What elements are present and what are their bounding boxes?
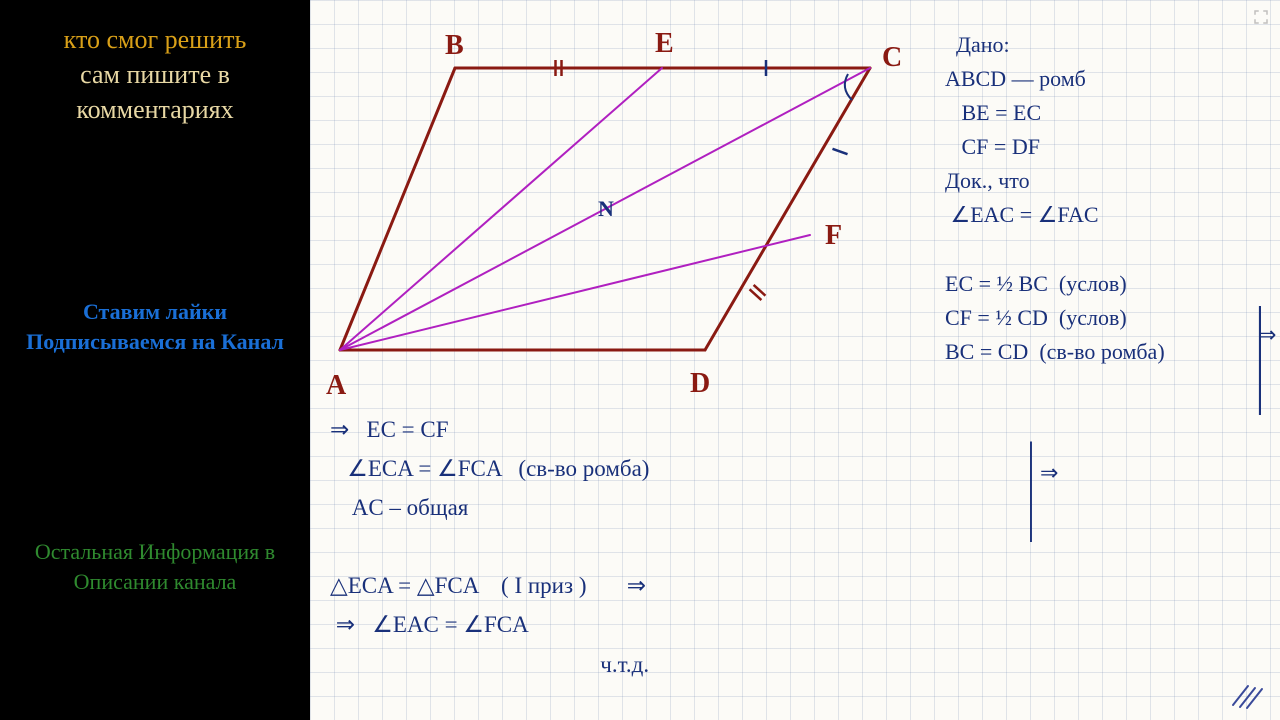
brace-2: | bbox=[1027, 418, 1035, 545]
label-D: D bbox=[690, 368, 710, 400]
scratch-marks bbox=[1228, 680, 1268, 710]
sidebar: кто смог решить сам пишите в комментария… bbox=[0, 0, 310, 720]
brace-1: | bbox=[1256, 280, 1264, 418]
whiteboard: A B C D E F N Дано: ABCD — ромб BE = EC … bbox=[310, 0, 1280, 720]
proof-text: ⇒ EC = CF ∠ECA = ∠FCA (св-во ромба) AC –… bbox=[330, 410, 649, 684]
label-E: E bbox=[655, 28, 674, 60]
label-A: A bbox=[326, 370, 346, 402]
sidebar-line-1: кто смог решить bbox=[14, 22, 296, 57]
label-F: F bbox=[825, 220, 842, 252]
given-text: Дано: ABCD — ромб BE = EC CF = DF Док., … bbox=[945, 28, 1165, 369]
arrow-2: ⇒ bbox=[1040, 460, 1058, 486]
sidebar-line-2: сам пишите в комментариях bbox=[14, 57, 296, 127]
arrow-1: ⇒ bbox=[1258, 322, 1276, 348]
label-B: B bbox=[445, 30, 464, 62]
sidebar-mid: Ставим лайки Подписываемся на Канал bbox=[14, 297, 296, 356]
label-C: C bbox=[882, 42, 902, 74]
label-N: N bbox=[598, 196, 614, 222]
sidebar-bottom: Остальная Информация в Описании канала bbox=[14, 537, 296, 599]
